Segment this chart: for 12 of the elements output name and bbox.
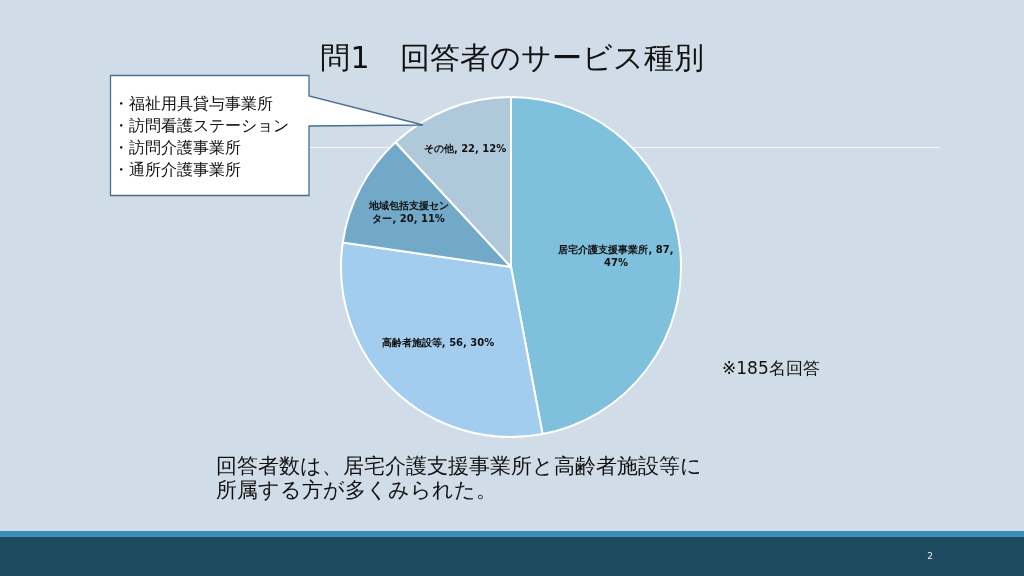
slice-label: 高齢者施設等, 56, 30% (381, 336, 495, 348)
text: ・通所介護事業所 (113, 159, 242, 181)
slice-label: その他, 22, 12% (423, 143, 507, 155)
text: ・訪問介護事業所 (113, 137, 242, 159)
text: 2 (926, 550, 934, 562)
text: ・福祉用具貸与事業所 (113, 93, 274, 115)
text: 回答者数は、居宅介護支援事業所と高齢者施設等に所属する方が多くみられた。 (216, 454, 703, 502)
slice-label: 地域包括支援センター, 20, 11% (367, 200, 449, 225)
text: ※185名回答 (722, 357, 820, 380)
slice-label: 居宅介護支援事業所, 87, 47% (557, 244, 674, 269)
chart-title: 問1 回答者のサービス種別 (319, 39, 705, 77)
text: ・訪問看護ステーション (113, 115, 289, 137)
